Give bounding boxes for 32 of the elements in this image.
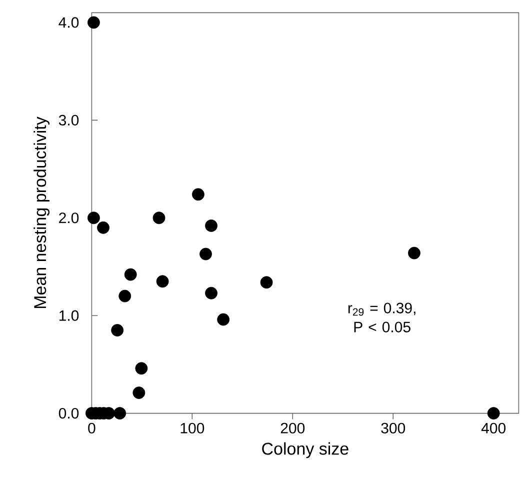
y-axis-title: Mean nesting productivity [34, 116, 50, 308]
point [114, 407, 126, 420]
point [487, 407, 500, 420]
point [205, 220, 218, 232]
y-tick-label: 0.0 [58, 408, 79, 419]
point [260, 276, 273, 289]
point [97, 221, 110, 234]
x-tick-label: 100 [180, 422, 204, 434]
point [156, 275, 169, 288]
x-tick-label: 0 [88, 422, 96, 434]
x-tick-label: 200 [280, 422, 305, 434]
point [152, 212, 166, 224]
x-axis-title: Colony size [262, 442, 348, 458]
point [88, 16, 100, 29]
y-tick-label: 1.0 [59, 310, 79, 321]
x-tick-label: 400 [481, 422, 506, 434]
y-tick-label: 3.0 [58, 114, 79, 126]
point [408, 246, 420, 260]
y-tick-label: 2.0 [59, 212, 79, 224]
point [124, 268, 137, 281]
point [132, 386, 146, 399]
y-tick-label: 4.0 [58, 17, 79, 28]
point [88, 212, 100, 224]
point [192, 188, 204, 201]
point [118, 290, 132, 302]
point [200, 248, 212, 260]
point [135, 362, 148, 375]
x-tick-label: 300 [381, 422, 406, 434]
point [111, 324, 124, 336]
point [205, 286, 218, 300]
point [217, 313, 230, 326]
annotation: r$_{29}$ = 0.39, P < 0.05 [348, 302, 416, 332]
